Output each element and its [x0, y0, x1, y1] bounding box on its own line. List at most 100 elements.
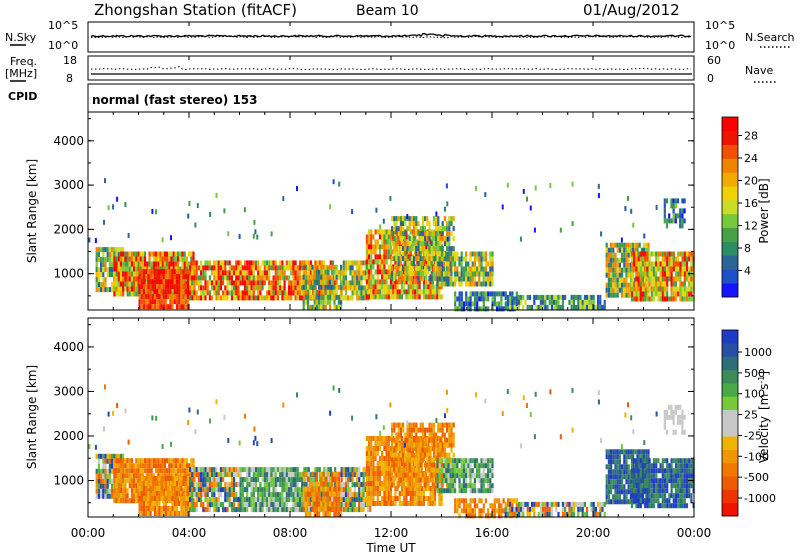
range-gate-cell — [246, 502, 249, 508]
range-gate-cell — [233, 280, 236, 286]
range-gate-cell — [646, 286, 649, 292]
range-gate-cell — [454, 291, 457, 297]
range-gate-cell — [111, 493, 114, 499]
range-gate-cell — [254, 472, 258, 478]
range-gate-cell — [553, 294, 556, 300]
range-gate-cell — [417, 467, 420, 473]
range-gate-cell — [635, 271, 638, 277]
range-gate-cell — [115, 463, 118, 469]
range-gate-cell — [681, 251, 684, 257]
range-gate-cell — [144, 468, 147, 474]
range-gate-cell — [476, 256, 479, 262]
range-gate-cell — [353, 285, 356, 291]
range-gate-cell — [616, 257, 619, 263]
range-gate-cell — [211, 270, 214, 276]
range-gate-cell — [285, 260, 288, 266]
range-gate-cell — [119, 276, 123, 282]
range-gate-cell — [397, 482, 400, 488]
range-gate-cell — [108, 287, 111, 293]
range-gate-cell — [281, 290, 284, 296]
range-gate-cell — [349, 507, 352, 513]
range-gate-cell — [265, 467, 269, 473]
range-gate-cell — [248, 275, 251, 281]
range-gate-cell — [440, 284, 443, 290]
range-gate-cell — [173, 496, 176, 501]
range-gate-cell — [164, 294, 168, 300]
range-gate-cell — [362, 290, 365, 296]
range-gate-cell — [142, 476, 146, 481]
range-gate-cell — [425, 289, 428, 295]
range-gate-cell — [170, 235, 172, 241]
range-gate-cell — [162, 299, 165, 305]
range-gate-cell — [405, 234, 408, 240]
range-gate-cell — [314, 482, 317, 488]
range-gate-cell — [237, 275, 240, 281]
range-gate-cell — [322, 264, 325, 270]
range-gate-cell — [265, 290, 269, 296]
range-gate-cell — [381, 436, 384, 441]
range-gate-cell — [378, 254, 382, 260]
range-gate-cell — [426, 236, 429, 242]
range-gate-cell — [381, 229, 384, 235]
range-gate-cell — [509, 291, 512, 297]
range-gate-cell — [376, 446, 379, 451]
range-gate-cell — [685, 286, 689, 292]
range-gate-cell — [406, 437, 409, 443]
range-gate-cell — [272, 487, 275, 493]
range-gate-cell — [124, 281, 127, 287]
range-gate-cell — [222, 472, 225, 478]
range-gate-cell — [153, 304, 157, 310]
range-gate-cell — [172, 261, 175, 267]
range-gate-cell — [419, 462, 422, 468]
range-gate-cell — [614, 257, 617, 263]
range-gate-cell — [353, 270, 356, 276]
range-gate-cell — [506, 294, 509, 300]
range-gate-cell — [181, 251, 184, 257]
range-gate-cell — [347, 507, 350, 513]
station-title: Zhongshan Station (fitACF) — [94, 1, 297, 19]
nsearch-tick-top: 10^5 — [705, 19, 735, 32]
range-gate-cell — [166, 468, 169, 474]
range-gate-cell — [128, 276, 131, 282]
range-gate-cell — [188, 473, 191, 479]
range-gate-cell — [406, 276, 409, 282]
range-gate-cell — [387, 446, 390, 451]
range-gate-cell — [351, 502, 354, 508]
range-gate-cell — [607, 292, 610, 298]
range-gate-cell — [657, 291, 660, 297]
range-gate-cell — [550, 294, 553, 300]
colorbar-swatch — [722, 186, 738, 201]
range-gate-cell — [383, 234, 386, 240]
range-gate-cell — [679, 291, 682, 297]
range-gate-cell — [335, 471, 338, 477]
y-tick-label: 2000 — [53, 222, 84, 236]
range-gate-cell — [274, 275, 277, 281]
range-gate-cell — [128, 478, 131, 484]
range-gate-cell — [248, 467, 251, 473]
range-gate-cell — [672, 276, 675, 282]
range-gate-cell — [487, 296, 490, 302]
range-gate-cell — [117, 291, 120, 297]
range-gate-cell — [208, 487, 211, 493]
range-gate-cell — [432, 271, 435, 277]
range-gate-cell — [200, 280, 203, 286]
range-gate-cell — [342, 502, 345, 508]
range-gate-cell — [151, 506, 154, 511]
range-gate-cell — [331, 491, 334, 497]
range-gate-cell — [438, 284, 441, 290]
range-gate-cell — [681, 286, 684, 292]
range-gate-cell — [259, 285, 262, 291]
range-gate-cell — [159, 256, 162, 262]
range-gate-cell — [326, 269, 329, 275]
range-gate-cell — [156, 269, 159, 275]
range-gate-cell — [487, 261, 490, 267]
range-gate-cell — [259, 467, 262, 473]
range-gate-cell — [181, 473, 184, 479]
range-gate-cell — [184, 476, 187, 481]
range-gate-cell — [429, 501, 432, 506]
range-gate-cell — [230, 482, 233, 488]
range-gate-cell — [301, 295, 304, 301]
range-gate-cell — [439, 246, 442, 252]
range-gate-cell — [265, 482, 269, 488]
range-gate-cell — [663, 256, 667, 262]
